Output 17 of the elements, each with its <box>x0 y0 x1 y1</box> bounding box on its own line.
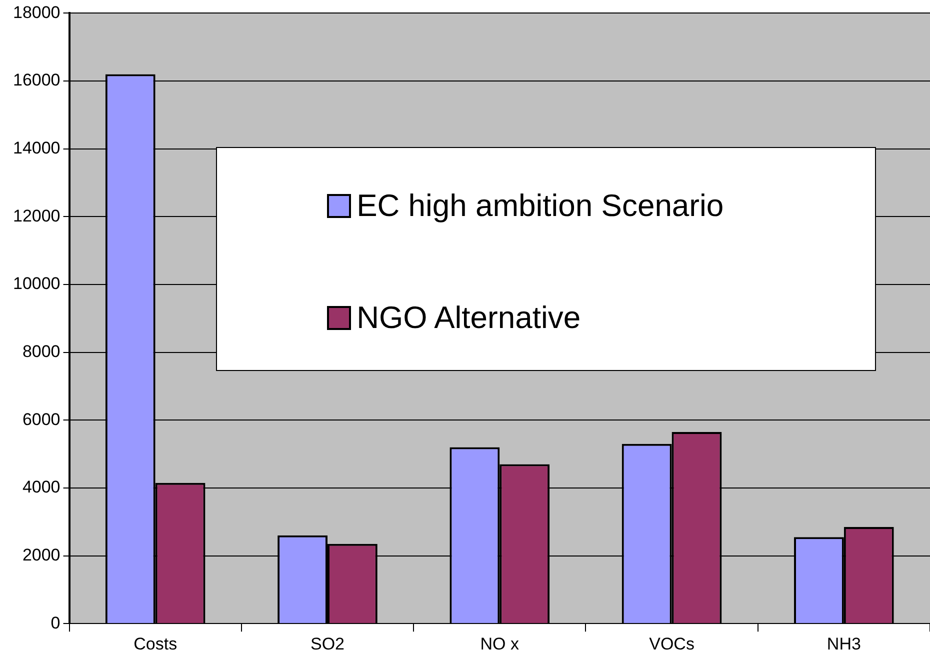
y-tick-label: 16000 <box>12 70 60 90</box>
x-tick-label: NH3 <box>826 634 861 654</box>
x-tick-label: NO x <box>480 634 520 654</box>
y-tick-label: 8000 <box>22 342 60 361</box>
legend-label: NGO Alternative <box>356 300 581 336</box>
y-tick-label: 4000 <box>22 478 60 497</box>
y-tick-label: 18000 <box>12 2 60 22</box>
legend-label: EC high ambition Scenario <box>356 188 724 224</box>
x-tick-label: SO2 <box>310 634 345 654</box>
y-tick-label: 2000 <box>22 545 60 564</box>
y-tick-label: 12000 <box>12 206 60 226</box>
x-tick-label: Costs <box>134 634 178 654</box>
x-tick-label: VOCs <box>649 634 694 654</box>
y-tick-label: 6000 <box>22 410 60 429</box>
y-tick-label: 10000 <box>12 274 60 294</box>
y-tick-label: 0 <box>50 613 60 632</box>
y-tick-label: 14000 <box>12 138 60 158</box>
